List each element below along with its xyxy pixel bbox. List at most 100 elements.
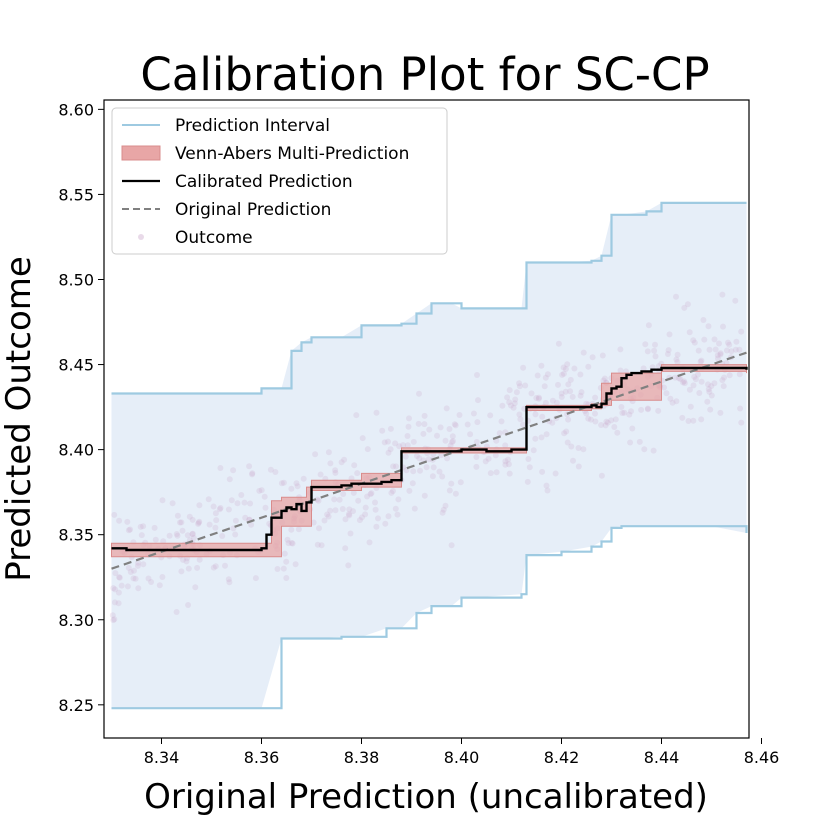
outcome-point — [178, 568, 185, 575]
outcome-point — [112, 586, 118, 593]
outcome-point — [159, 574, 166, 580]
outcome-point — [444, 455, 451, 462]
outcome-point — [720, 323, 726, 330]
legend-swatch-venn-abers — [121, 145, 161, 161]
y-tick-label: 8.40 — [58, 441, 94, 460]
outcome-point — [212, 563, 219, 570]
outcome-point — [226, 476, 233, 483]
x-axis-label: Original Prediction (uncalibrated) — [144, 777, 708, 817]
outcome-point — [196, 518, 203, 525]
calibrated-prediction-line — [111, 366, 748, 552]
outcome-point — [404, 442, 411, 449]
outcome-point — [608, 417, 615, 424]
outcome-point — [690, 417, 697, 424]
outcome-point — [116, 574, 123, 581]
outcome-point — [692, 376, 699, 383]
outcome-point — [190, 535, 197, 541]
outcome-point — [267, 466, 274, 473]
outcome-point — [446, 426, 453, 432]
outcome-point — [447, 442, 454, 449]
outcome-point — [580, 446, 587, 453]
outcome-point — [691, 339, 698, 346]
outcome-point — [732, 346, 739, 353]
outcome-point — [675, 375, 682, 382]
outcome-point — [719, 291, 726, 298]
outcome-point — [544, 487, 551, 494]
outcome-point — [213, 517, 220, 524]
outcome-point — [295, 526, 302, 533]
outcome-point — [516, 380, 523, 387]
outcome-point — [178, 519, 185, 526]
outcome-point — [558, 390, 565, 397]
outcome-point — [189, 516, 196, 523]
outcome-point — [493, 469, 500, 476]
outcome-point — [118, 582, 125, 589]
outcome-point — [686, 386, 693, 393]
outcome-point — [421, 492, 428, 499]
outcome-point — [350, 489, 357, 496]
plot-area — [109, 201, 748, 710]
outcome-point — [350, 508, 356, 515]
outcome-point — [717, 350, 724, 357]
outcome-point — [506, 399, 513, 406]
outcome-point — [506, 470, 513, 477]
outcome-point — [530, 447, 537, 454]
outcome-point — [238, 492, 245, 498]
y-tick-label: 8.30 — [58, 611, 94, 630]
outcome-point — [450, 438, 456, 445]
outcome-point — [716, 340, 722, 347]
outcome-point — [413, 453, 420, 459]
outcome-point — [110, 617, 117, 624]
y-tick-label: 8.55 — [58, 185, 94, 204]
outcome-point — [232, 531, 239, 538]
outcome-point — [392, 505, 399, 512]
outcome-point — [516, 411, 523, 418]
outcome-point — [667, 395, 674, 402]
outcome-point — [612, 416, 619, 423]
outcome-point — [534, 372, 541, 379]
outcome-point — [560, 364, 567, 371]
y-axis: 8.25 8.30 8.35 8.40 8.45 8.50 8.55 8.60 — [58, 100, 104, 715]
outcome-point — [502, 461, 509, 468]
outcome-point — [439, 509, 446, 516]
y-tick-label: 8.60 — [58, 100, 94, 119]
outcome-point — [698, 416, 705, 423]
outcome-point — [499, 402, 506, 409]
legend-label-prediction-interval: Prediction Interval — [175, 116, 330, 136]
outcome-point — [145, 575, 152, 582]
outcome-point — [538, 362, 545, 369]
outcome-point — [522, 382, 529, 389]
outcome-point — [603, 418, 610, 425]
x-tick-label: 8.34 — [144, 748, 180, 767]
outcome-point — [364, 493, 371, 500]
outcome-point — [437, 424, 444, 431]
outcome-point — [173, 531, 180, 537]
outcome-point — [261, 493, 268, 500]
outcome-point — [538, 434, 545, 441]
outcome-point — [409, 480, 416, 487]
original-prediction-line — [111, 351, 747, 570]
prediction-interval-band — [111, 202, 747, 709]
outcome-point — [184, 532, 191, 539]
outcome-point — [698, 357, 705, 364]
outcome-point — [222, 562, 228, 569]
outcome-point — [354, 470, 361, 477]
outcome-point — [272, 469, 279, 475]
outcome-point — [673, 398, 680, 405]
legend-label-outcome: Outcome — [175, 228, 253, 248]
outcome-point — [285, 540, 292, 547]
outcome-point — [663, 390, 670, 397]
outcome-point — [179, 527, 186, 534]
outcome-point — [226, 579, 233, 586]
outcome-point — [577, 371, 584, 378]
outcome-point — [381, 439, 388, 446]
outcome-point — [159, 497, 166, 504]
outcome-point — [247, 500, 254, 507]
outcome-point — [451, 421, 458, 428]
outcome-point — [701, 336, 708, 343]
outcome-point — [246, 463, 253, 470]
outcome-point — [228, 497, 235, 504]
outcome-point — [513, 389, 520, 396]
outcome-point — [542, 399, 549, 406]
